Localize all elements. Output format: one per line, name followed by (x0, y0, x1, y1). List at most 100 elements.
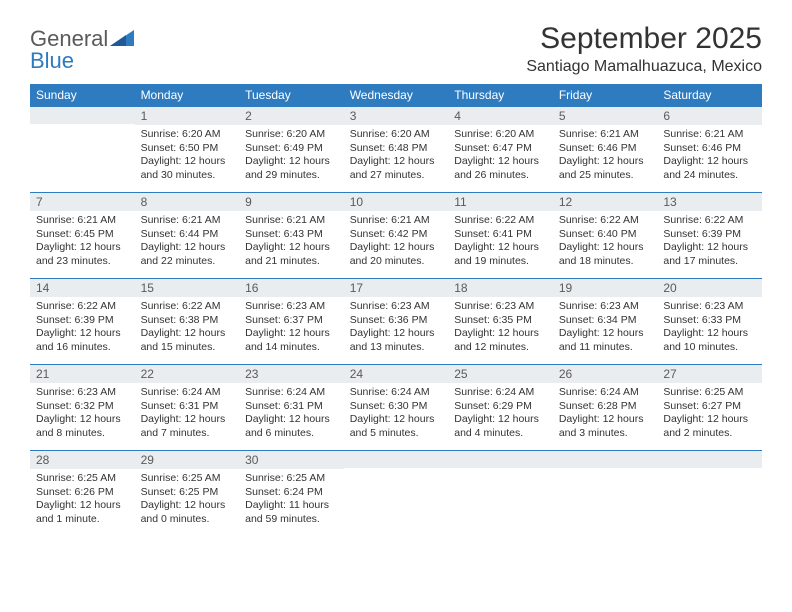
day-details: Sunrise: 6:25 AMSunset: 6:25 PMDaylight:… (135, 469, 240, 531)
daylight-text: Daylight: 12 hours and 0 minutes. (141, 499, 234, 526)
day-number: 17 (344, 278, 449, 297)
day-details: Sunrise: 6:21 AMSunset: 6:45 PMDaylight:… (30, 211, 135, 273)
sunset-text: Sunset: 6:29 PM (454, 400, 547, 414)
daylight-text: Daylight: 12 hours and 4 minutes. (454, 413, 547, 440)
calendar-cell: 29Sunrise: 6:25 AMSunset: 6:25 PMDayligh… (135, 450, 240, 536)
day-details: Sunrise: 6:22 AMSunset: 6:38 PMDaylight:… (135, 297, 240, 359)
sunset-text: Sunset: 6:42 PM (350, 228, 443, 242)
daylight-text: Daylight: 12 hours and 20 minutes. (350, 241, 443, 268)
page-title: September 2025 (526, 22, 762, 56)
header: General Blue September 2025 Santiago Mam… (30, 22, 762, 76)
sunrise-text: Sunrise: 6:21 AM (36, 214, 129, 228)
sunset-text: Sunset: 6:24 PM (245, 486, 338, 500)
calendar-cell: 20Sunrise: 6:23 AMSunset: 6:33 PMDayligh… (657, 278, 762, 364)
calendar-head: Sunday Monday Tuesday Wednesday Thursday… (30, 84, 762, 106)
sunrise-text: Sunrise: 6:25 AM (141, 472, 234, 486)
calendar-cell: 21Sunrise: 6:23 AMSunset: 6:32 PMDayligh… (30, 364, 135, 450)
day-details: Sunrise: 6:21 AMSunset: 6:42 PMDaylight:… (344, 211, 449, 273)
sunrise-text: Sunrise: 6:22 AM (454, 214, 547, 228)
day-number: 2 (239, 106, 344, 125)
sunrise-text: Sunrise: 6:23 AM (454, 300, 547, 314)
day-number: 22 (135, 364, 240, 383)
sunrise-text: Sunrise: 6:22 AM (36, 300, 129, 314)
sunset-text: Sunset: 6:43 PM (245, 228, 338, 242)
calendar-cell: 7Sunrise: 6:21 AMSunset: 6:45 PMDaylight… (30, 192, 135, 278)
title-block: September 2025 Santiago Mamalhuazuca, Me… (526, 22, 762, 76)
sunset-text: Sunset: 6:28 PM (559, 400, 652, 414)
sunrise-text: Sunrise: 6:23 AM (663, 300, 756, 314)
calendar-cell: 8Sunrise: 6:21 AMSunset: 6:44 PMDaylight… (135, 192, 240, 278)
day-number (344, 450, 449, 468)
sunrise-text: Sunrise: 6:25 AM (663, 386, 756, 400)
calendar-row: 7Sunrise: 6:21 AMSunset: 6:45 PMDaylight… (30, 192, 762, 278)
sunset-text: Sunset: 6:34 PM (559, 314, 652, 328)
day-details: Sunrise: 6:24 AMSunset: 6:29 PMDaylight:… (448, 383, 553, 445)
day-details: Sunrise: 6:25 AMSunset: 6:26 PMDaylight:… (30, 469, 135, 531)
daylight-text: Daylight: 12 hours and 14 minutes. (245, 327, 338, 354)
day-number (553, 450, 658, 468)
day-details: Sunrise: 6:21 AMSunset: 6:43 PMDaylight:… (239, 211, 344, 273)
sunrise-text: Sunrise: 6:21 AM (559, 128, 652, 142)
sunset-text: Sunset: 6:30 PM (350, 400, 443, 414)
day-number (657, 450, 762, 468)
day-number: 29 (135, 450, 240, 469)
sunrise-text: Sunrise: 6:24 AM (454, 386, 547, 400)
calendar-cell: 13Sunrise: 6:22 AMSunset: 6:39 PMDayligh… (657, 192, 762, 278)
calendar-table: Sunday Monday Tuesday Wednesday Thursday… (30, 84, 762, 536)
calendar-cell: 11Sunrise: 6:22 AMSunset: 6:41 PMDayligh… (448, 192, 553, 278)
calendar-cell: 3Sunrise: 6:20 AMSunset: 6:48 PMDaylight… (344, 106, 449, 192)
calendar-row: 21Sunrise: 6:23 AMSunset: 6:32 PMDayligh… (30, 364, 762, 450)
sunset-text: Sunset: 6:50 PM (141, 142, 234, 156)
logo-triangle-icon (110, 28, 136, 53)
calendar-cell: 19Sunrise: 6:23 AMSunset: 6:34 PMDayligh… (553, 278, 658, 364)
day-details: Sunrise: 6:23 AMSunset: 6:34 PMDaylight:… (553, 297, 658, 359)
sunrise-text: Sunrise: 6:24 AM (350, 386, 443, 400)
sunset-text: Sunset: 6:27 PM (663, 400, 756, 414)
day-number (448, 450, 553, 468)
sunrise-text: Sunrise: 6:22 AM (559, 214, 652, 228)
calendar-cell (448, 450, 553, 536)
day-number: 3 (344, 106, 449, 125)
weekday-header: Saturday (657, 84, 762, 106)
day-details: Sunrise: 6:25 AMSunset: 6:27 PMDaylight:… (657, 383, 762, 445)
day-number (30, 106, 135, 124)
weekday-header: Tuesday (239, 84, 344, 106)
calendar-cell: 4Sunrise: 6:20 AMSunset: 6:47 PMDaylight… (448, 106, 553, 192)
sunset-text: Sunset: 6:25 PM (141, 486, 234, 500)
day-details: Sunrise: 6:20 AMSunset: 6:47 PMDaylight:… (448, 125, 553, 187)
calendar-cell: 6Sunrise: 6:21 AMSunset: 6:46 PMDaylight… (657, 106, 762, 192)
calendar-row: 14Sunrise: 6:22 AMSunset: 6:39 PMDayligh… (30, 278, 762, 364)
sunset-text: Sunset: 6:45 PM (36, 228, 129, 242)
sunset-text: Sunset: 6:44 PM (141, 228, 234, 242)
logo: General Blue (30, 22, 136, 72)
day-details: Sunrise: 6:23 AMSunset: 6:36 PMDaylight:… (344, 297, 449, 359)
calendar-cell: 9Sunrise: 6:21 AMSunset: 6:43 PMDaylight… (239, 192, 344, 278)
weekday-header: Monday (135, 84, 240, 106)
calendar-cell: 28Sunrise: 6:25 AMSunset: 6:26 PMDayligh… (30, 450, 135, 536)
calendar-cell: 26Sunrise: 6:24 AMSunset: 6:28 PMDayligh… (553, 364, 658, 450)
sunrise-text: Sunrise: 6:23 AM (350, 300, 443, 314)
day-details: Sunrise: 6:20 AMSunset: 6:49 PMDaylight:… (239, 125, 344, 187)
sunset-text: Sunset: 6:49 PM (245, 142, 338, 156)
day-number: 8 (135, 192, 240, 211)
calendar-row: 28Sunrise: 6:25 AMSunset: 6:26 PMDayligh… (30, 450, 762, 536)
sunset-text: Sunset: 6:41 PM (454, 228, 547, 242)
day-number: 20 (657, 278, 762, 297)
day-number: 26 (553, 364, 658, 383)
day-number: 15 (135, 278, 240, 297)
sunset-text: Sunset: 6:40 PM (559, 228, 652, 242)
sunrise-text: Sunrise: 6:22 AM (663, 214, 756, 228)
day-number: 1 (135, 106, 240, 125)
sunrise-text: Sunrise: 6:24 AM (245, 386, 338, 400)
daylight-text: Daylight: 12 hours and 29 minutes. (245, 155, 338, 182)
weekday-header: Wednesday (344, 84, 449, 106)
sunrise-text: Sunrise: 6:22 AM (141, 300, 234, 314)
calendar-cell: 12Sunrise: 6:22 AMSunset: 6:40 PMDayligh… (553, 192, 658, 278)
sunset-text: Sunset: 6:46 PM (559, 142, 652, 156)
calendar-body: 1Sunrise: 6:20 AMSunset: 6:50 PMDaylight… (30, 106, 762, 536)
day-number: 4 (448, 106, 553, 125)
sunset-text: Sunset: 6:48 PM (350, 142, 443, 156)
day-number: 24 (344, 364, 449, 383)
day-details: Sunrise: 6:23 AMSunset: 6:32 PMDaylight:… (30, 383, 135, 445)
daylight-text: Daylight: 12 hours and 19 minutes. (454, 241, 547, 268)
